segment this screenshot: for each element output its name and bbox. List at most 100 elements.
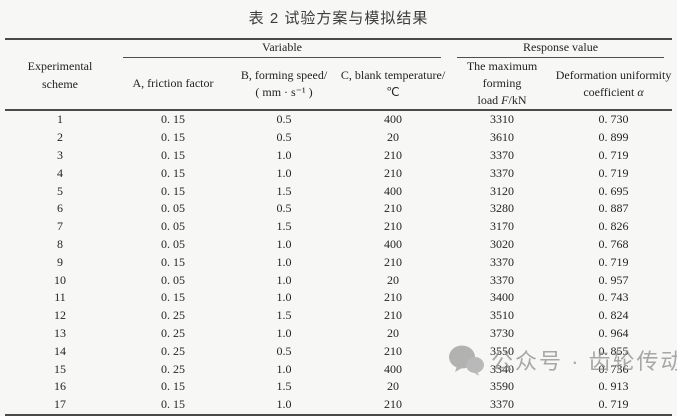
table-cell: 20	[387, 379, 399, 394]
table-cell: 0. 15	[161, 290, 185, 305]
header-subheader-row: A, friction factor B, forming speed/ ( m…	[5, 58, 672, 110]
table-row: 9 0. 15 1.0 210 3370 0. 719	[5, 253, 672, 271]
page: 表 2 试验方案与模拟结果 Experimental scheme Variab…	[5, 10, 677, 416]
table-cell: 1.0	[276, 165, 292, 180]
table-cell: 0.5	[276, 130, 292, 145]
table-cell: 1.0	[276, 325, 292, 340]
table-cell: 1	[57, 112, 63, 127]
table-cell: 1.0	[276, 397, 292, 412]
table-cell: 400	[384, 183, 402, 198]
table-cell: 3610	[490, 130, 515, 145]
table-cell: 0. 824	[598, 308, 629, 323]
table-cell: 4	[57, 165, 63, 180]
table-cell: 14	[54, 343, 66, 358]
header-deformation-uniformity: Deformation uniformity coefficient α	[555, 58, 672, 110]
header-max-forming-load: The maximum forming load F/kN	[449, 58, 555, 110]
table-cell: 3550	[490, 343, 515, 358]
table-cell: 0. 05	[161, 236, 185, 251]
header-friction-factor-label: A, friction factor	[132, 76, 214, 90]
header-forming-speed-line2: ( mm · s⁻¹ )	[255, 84, 313, 99]
table-cell: 12	[54, 308, 66, 323]
table-row: 2 0. 15 0.5 20 3610 0. 899	[5, 129, 672, 147]
header-forming-speed: B, forming speed/ ( mm · s⁻¹ )	[231, 58, 337, 110]
symbol-F: F	[501, 93, 509, 107]
table-cell: 1.0	[276, 254, 292, 269]
table-row: 4 0. 15 1.0 210 3370 0. 719	[5, 164, 672, 182]
table-row: 14 0. 25 0.5 210 3550 0. 855	[5, 342, 672, 360]
symbol-alpha: α	[637, 84, 644, 99]
table-cell: 0.5	[276, 343, 292, 358]
table-cell: 0. 05	[161, 219, 185, 234]
header-blank-temperature: C, blank temperature/ ℃	[337, 58, 449, 110]
table-row: 5 0. 15 1.5 400 3120 0. 695	[5, 182, 672, 200]
table-cell: 0. 887	[598, 201, 629, 216]
table-cell: 210	[384, 308, 402, 323]
table-cell: 210	[384, 343, 402, 358]
table-cell: 0. 15	[161, 397, 185, 412]
header-blank-temperature-line2: ℃	[386, 84, 400, 99]
table-cell: 15	[54, 361, 66, 376]
table-cell: 3370	[490, 165, 515, 180]
table-cell: 0. 768	[598, 236, 629, 251]
table-cell: 3120	[490, 183, 515, 198]
table-row: 3 0. 15 1.0 210 3370 0. 719	[5, 147, 672, 165]
table-cell: 400	[384, 112, 402, 127]
table-row: 8 0. 05 1.0 400 3020 0. 768	[5, 236, 672, 254]
table-cell: 0. 730	[598, 112, 629, 127]
table-cell: 0. 826	[598, 219, 629, 234]
table-title: 表 2 试验方案与模拟结果	[248, 10, 429, 27]
table-cell: 16	[54, 379, 66, 394]
results-table: Experimental scheme Variable Response va…	[5, 38, 673, 416]
table-body: 1 0. 15 0.5 400 3310 0. 730 2 0. 15 0.5 20 3610 0. …	[5, 110, 672, 415]
table-row: 16 0. 15 1.5 20 3590 0. 913	[5, 378, 672, 396]
table-cell: 1.0	[276, 290, 292, 305]
table-cell: 0. 05	[161, 272, 185, 287]
table-cell: 0. 964	[598, 325, 629, 340]
table-cell: 10	[54, 272, 66, 287]
table-cell: 6	[57, 201, 63, 216]
table-cell: 3370	[490, 254, 515, 269]
table-row: 6 0. 05 0.5 210 3280 0. 887	[5, 200, 672, 218]
table-cell: 20	[387, 325, 399, 340]
table-row: 10 0. 05 1.0 20 3370 0. 957	[5, 271, 672, 289]
table-cell: 3020	[490, 236, 515, 251]
table-cell: 1.5	[276, 308, 292, 323]
table-cell: 0. 719	[598, 254, 629, 269]
table-row: 13 0. 25 1.0 20 3730 0. 964	[5, 325, 672, 343]
table-cell: 11	[54, 290, 66, 305]
header-group-variable: Variable	[115, 39, 449, 58]
table-cell: 0. 25	[161, 308, 185, 323]
table-cell: 1.5	[276, 183, 292, 198]
table-row: 15 0. 25 1.0 400 3340 0. 736	[5, 360, 672, 378]
table-cell: 3370	[490, 397, 515, 412]
table-cell: 3310	[490, 112, 515, 127]
header-deformation-uniformity-line1: Deformation uniformity	[555, 67, 672, 82]
table-cell: 0. 15	[161, 254, 185, 269]
table-cell: 1.0	[276, 147, 292, 162]
header-friction-factor: A, friction factor	[115, 58, 231, 110]
table-row: 12 0. 25 1.5 210 3510 0. 824	[5, 307, 672, 325]
table-cell: 0. 913	[598, 379, 629, 394]
table-cell: 1.0	[276, 272, 292, 287]
header-max-forming-load-line1: The maximum forming	[466, 59, 538, 90]
table-cell: 0. 15	[161, 130, 185, 145]
table-cell: 0. 695	[598, 183, 629, 198]
table-cell: 13	[54, 325, 66, 340]
table-cell: 0. 15	[161, 147, 185, 162]
table-row: 11 0. 15 1.0 210 3400 0. 743	[5, 289, 672, 307]
header-experimental-line1: Experimental	[27, 58, 93, 73]
header-group-response: Response value	[449, 39, 672, 58]
table-cell: 0. 957	[598, 272, 629, 287]
table-cell: 20	[387, 272, 399, 287]
table-cell: 17	[54, 397, 66, 412]
table-cell: 210	[384, 201, 402, 216]
table-cell: 3170	[490, 219, 515, 234]
table-cell: 400	[384, 236, 402, 251]
table-cell: 0. 743	[598, 290, 629, 305]
table-cell: 210	[384, 397, 402, 412]
table-cell: 0. 719	[598, 147, 629, 162]
table-cell: 3370	[490, 147, 515, 162]
header-forming-speed-line1: B, forming speed/	[240, 67, 328, 82]
header-group-response-label: Response value	[457, 40, 665, 58]
header-max-forming-load-line2: load F/kN	[477, 93, 527, 107]
